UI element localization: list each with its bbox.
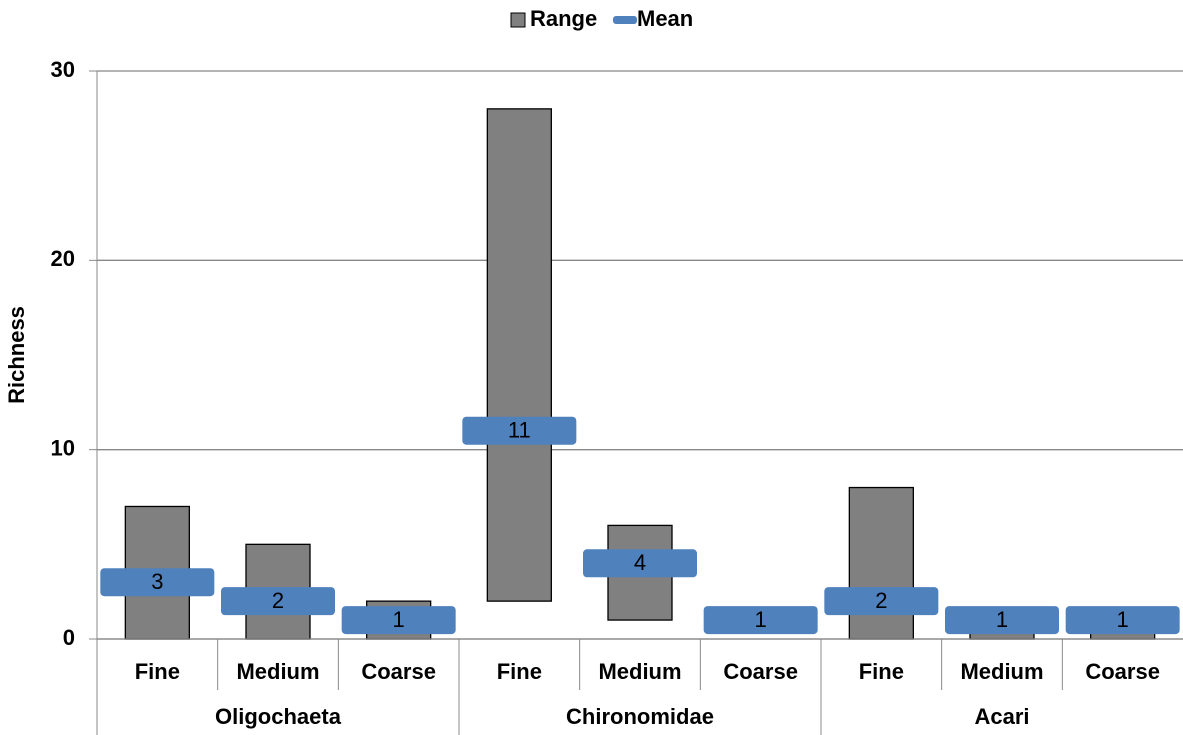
mean-marker <box>221 587 335 616</box>
mean-marker <box>703 606 818 635</box>
mean-label: 2 <box>875 588 887 613</box>
group-label: Chironomidae <box>566 704 714 729</box>
mean-label: 3 <box>151 569 163 594</box>
range-bar <box>486 108 552 602</box>
mean-label: 1 <box>1117 607 1129 632</box>
legend-label: Range <box>530 6 597 31</box>
mean-marker <box>824 587 939 616</box>
legend-swatch <box>510 12 526 28</box>
mean-marker <box>583 549 697 578</box>
y-axis-title: Richness <box>4 306 29 404</box>
mean-marker <box>1065 606 1180 635</box>
mean-marker <box>341 606 456 635</box>
mean-label: 2 <box>272 588 284 613</box>
mean-label: 4 <box>634 550 646 575</box>
x-tick-label: Coarse <box>361 659 436 684</box>
y-tick-label: 0 <box>63 625 75 650</box>
x-tick-label: Coarse <box>1085 659 1160 684</box>
y-tick-label: 20 <box>51 246 75 271</box>
x-tick-label: Fine <box>497 659 542 684</box>
y-tick-label: 30 <box>51 57 75 82</box>
x-tick-label: Medium <box>960 659 1043 684</box>
mean-label: 1 <box>996 607 1008 632</box>
x-tick-label: Fine <box>859 659 904 684</box>
mean-marker <box>462 416 577 445</box>
y-tick-label: 10 <box>51 435 75 460</box>
group-label: Acari <box>974 704 1029 729</box>
x-tick-label: Fine <box>135 659 180 684</box>
range-bar <box>848 486 914 640</box>
x-tick-label: Medium <box>598 659 681 684</box>
x-tick-label: Coarse <box>723 659 798 684</box>
legend-swatch <box>613 16 637 24</box>
mean-label: 1 <box>393 607 405 632</box>
group-label: Oligochaeta <box>215 704 342 729</box>
x-tick-label: Medium <box>236 659 319 684</box>
mean-label: 11 <box>508 418 531 443</box>
mean-marker <box>945 606 1059 635</box>
legend-label: Mean <box>637 6 693 31</box>
mean-label: 1 <box>755 607 767 632</box>
mean-marker <box>100 568 215 597</box>
